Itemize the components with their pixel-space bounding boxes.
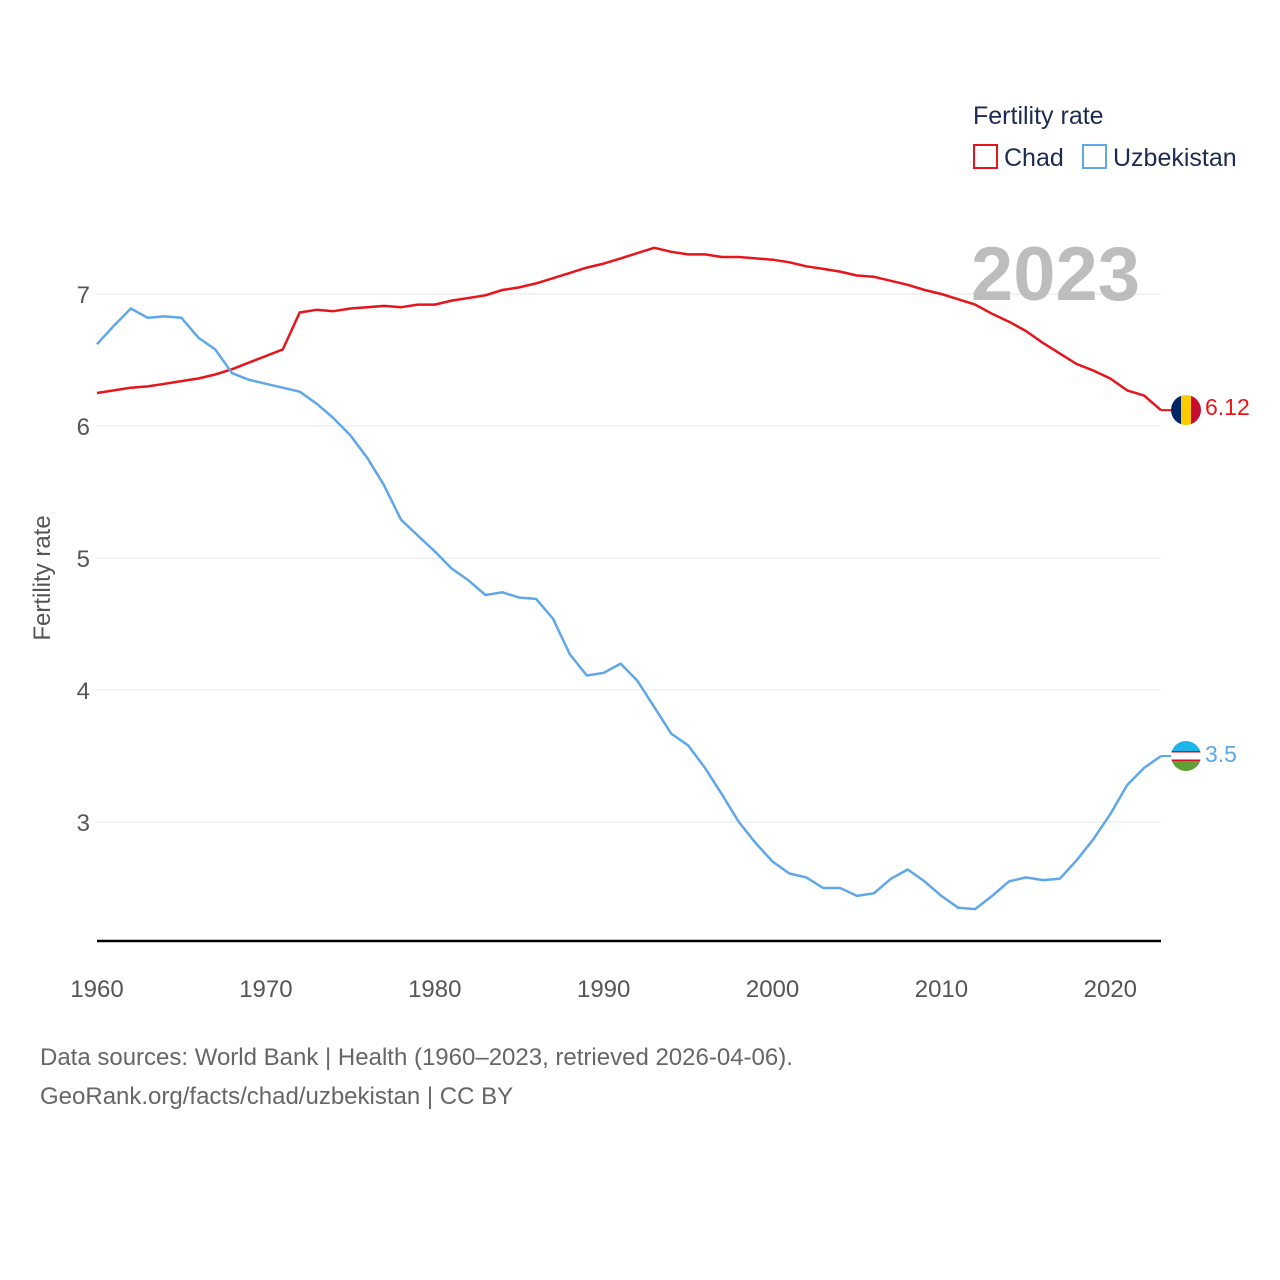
footer-sources: Data sources: World Bank | Health (1960–… bbox=[40, 1044, 793, 1071]
footer-attribution: GeoRank.org/facts/chad/uzbekistan | CC B… bbox=[40, 1083, 514, 1110]
chad-flag-icon bbox=[1171, 395, 1201, 425]
uzbekistan-flag-icon bbox=[1171, 741, 1201, 771]
x-tick-label: 2020 bbox=[1084, 976, 1137, 1003]
gridlines bbox=[97, 293, 1161, 823]
x-tick-label: 1980 bbox=[408, 976, 461, 1003]
y-tick-label: 7 bbox=[77, 282, 90, 309]
year-label: 2023 bbox=[971, 232, 1140, 317]
legend-label-chad: Chad bbox=[1004, 144, 1064, 172]
y-axis-ticks: 3 4 5 6 7 bbox=[77, 282, 90, 837]
x-tick-label: 1970 bbox=[239, 976, 292, 1003]
x-tick-label: 1990 bbox=[577, 976, 630, 1003]
x-tick-label: 2010 bbox=[915, 976, 968, 1003]
y-tick-label: 6 bbox=[77, 414, 90, 441]
x-axis-ticks: 1960 1970 1980 1990 2000 2010 2020 bbox=[70, 976, 1137, 1003]
y-tick-label: 4 bbox=[77, 678, 90, 705]
legend-swatch-chad bbox=[973, 144, 998, 169]
series-lines bbox=[96, 246, 1172, 911]
series-line-uzbekistan bbox=[96, 307, 1162, 911]
x-tick-label: 2000 bbox=[746, 976, 799, 1003]
y-tick-label: 3 bbox=[77, 810, 90, 837]
legend-swatch-uzbekistan bbox=[1082, 144, 1107, 169]
legend: Fertility rate Chad Uzbekistan bbox=[973, 102, 1237, 172]
y-tick-label: 5 bbox=[77, 546, 90, 573]
legend-title: Fertility rate bbox=[973, 102, 1104, 130]
x-tick-label: 1960 bbox=[70, 976, 123, 1003]
chad-end-value-label: 6.12 bbox=[1205, 394, 1250, 420]
y-axis-title: Fertility rate bbox=[29, 515, 56, 640]
series-line-chad bbox=[96, 246, 1162, 412]
uzbekistan-end-value-label: 3.5 bbox=[1205, 741, 1237, 767]
legend-label-uzbekistan: Uzbekistan bbox=[1113, 144, 1237, 172]
